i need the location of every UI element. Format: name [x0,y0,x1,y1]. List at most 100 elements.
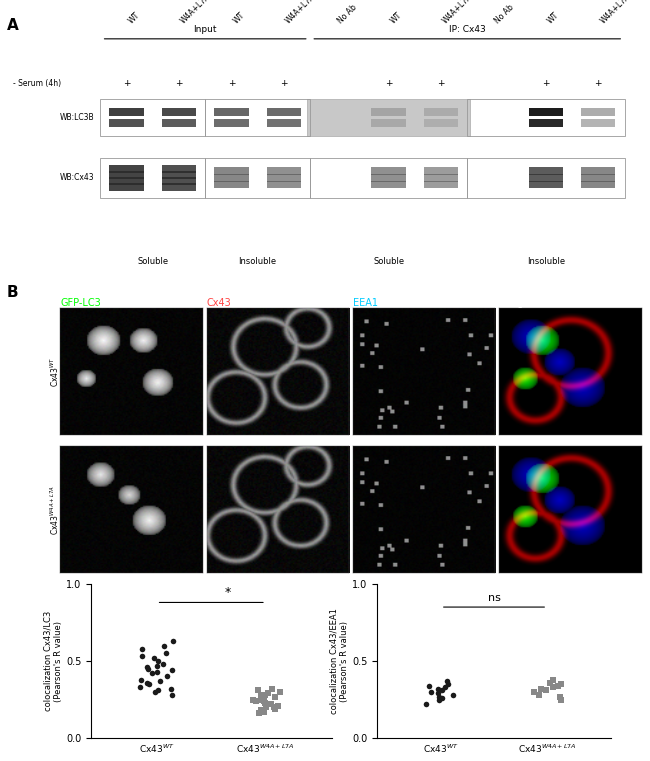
Text: +: + [385,79,393,88]
Point [270,702,281,715]
FancyBboxPatch shape [109,183,144,191]
Text: WT: WT [546,11,561,26]
FancyBboxPatch shape [266,119,301,127]
Point [443,678,453,690]
FancyBboxPatch shape [266,167,301,175]
Point [153,684,164,696]
Text: W4A+L7A: W4A+L7A [598,0,632,26]
Point [256,689,266,701]
Point [255,693,266,705]
Point [150,652,160,664]
FancyBboxPatch shape [266,108,301,116]
Point [534,689,545,701]
Text: B: B [6,285,18,301]
FancyBboxPatch shape [372,108,406,116]
Text: Soluble: Soluble [373,257,404,266]
FancyBboxPatch shape [581,174,616,182]
FancyBboxPatch shape [214,119,248,127]
Point [424,680,434,692]
Point [266,698,277,710]
Point [248,693,258,705]
Point [545,677,555,689]
Text: +: + [542,79,550,88]
Point [148,667,158,680]
Point [259,689,270,701]
Point [261,698,272,710]
Text: Soluble: Soluble [137,257,168,266]
FancyBboxPatch shape [214,180,248,189]
Point [153,655,163,667]
Point [162,670,172,683]
FancyBboxPatch shape [214,119,248,127]
FancyBboxPatch shape [266,180,301,189]
Point [168,635,179,647]
Text: ns: ns [488,593,500,603]
Point [151,666,162,678]
FancyBboxPatch shape [109,119,144,127]
Point [158,658,168,670]
Text: - Serum (4h): - Serum (4h) [13,79,61,88]
Text: +: + [280,79,287,88]
FancyBboxPatch shape [266,108,301,116]
Point [143,663,153,675]
Point [436,684,447,696]
Point [270,690,280,702]
Point [136,651,147,663]
Point [142,661,152,673]
Text: W4A+L7A: W4A+L7A [284,0,317,26]
Point [256,705,266,717]
FancyBboxPatch shape [528,167,563,175]
FancyBboxPatch shape [214,167,248,175]
FancyBboxPatch shape [162,183,196,191]
Text: EEA1: EEA1 [353,298,378,307]
Text: No Ab: No Ab [493,3,516,26]
Text: +: + [227,79,235,88]
FancyBboxPatch shape [581,108,616,116]
Point [555,690,566,702]
Text: Input: Input [194,24,217,33]
Text: Insoluble: Insoluble [239,257,277,266]
Point [548,673,558,686]
FancyBboxPatch shape [214,174,248,182]
Point [434,690,444,702]
FancyBboxPatch shape [266,119,301,127]
FancyBboxPatch shape [372,174,406,182]
FancyBboxPatch shape [162,177,196,185]
FancyBboxPatch shape [162,119,196,127]
Point [442,675,452,687]
Point [528,686,539,698]
Point [155,675,165,687]
Point [260,696,270,708]
Point [135,681,145,693]
Point [253,684,263,696]
Text: A: A [6,18,18,33]
Point [552,680,563,692]
Text: +: + [437,79,445,88]
Text: IP: Cx43: IP: Cx43 [449,24,486,33]
FancyBboxPatch shape [162,108,196,116]
FancyBboxPatch shape [424,180,458,189]
FancyBboxPatch shape [581,180,616,189]
FancyBboxPatch shape [528,180,563,189]
FancyBboxPatch shape [109,108,144,116]
FancyBboxPatch shape [372,119,406,127]
Point [556,693,566,705]
Point [256,692,266,704]
Point [434,693,444,705]
Text: +: + [123,79,130,88]
Point [250,695,261,707]
Point [541,684,552,696]
Text: No Ab: No Ab [336,3,359,26]
Point [144,678,155,690]
Point [263,687,274,699]
Point [275,686,285,698]
Point [448,689,458,701]
FancyBboxPatch shape [581,167,616,175]
Point [266,683,277,695]
Point [150,686,160,698]
Point [136,642,147,654]
FancyBboxPatch shape [109,170,144,179]
Text: +: + [595,79,602,88]
FancyBboxPatch shape [214,108,248,116]
FancyBboxPatch shape [528,174,563,182]
